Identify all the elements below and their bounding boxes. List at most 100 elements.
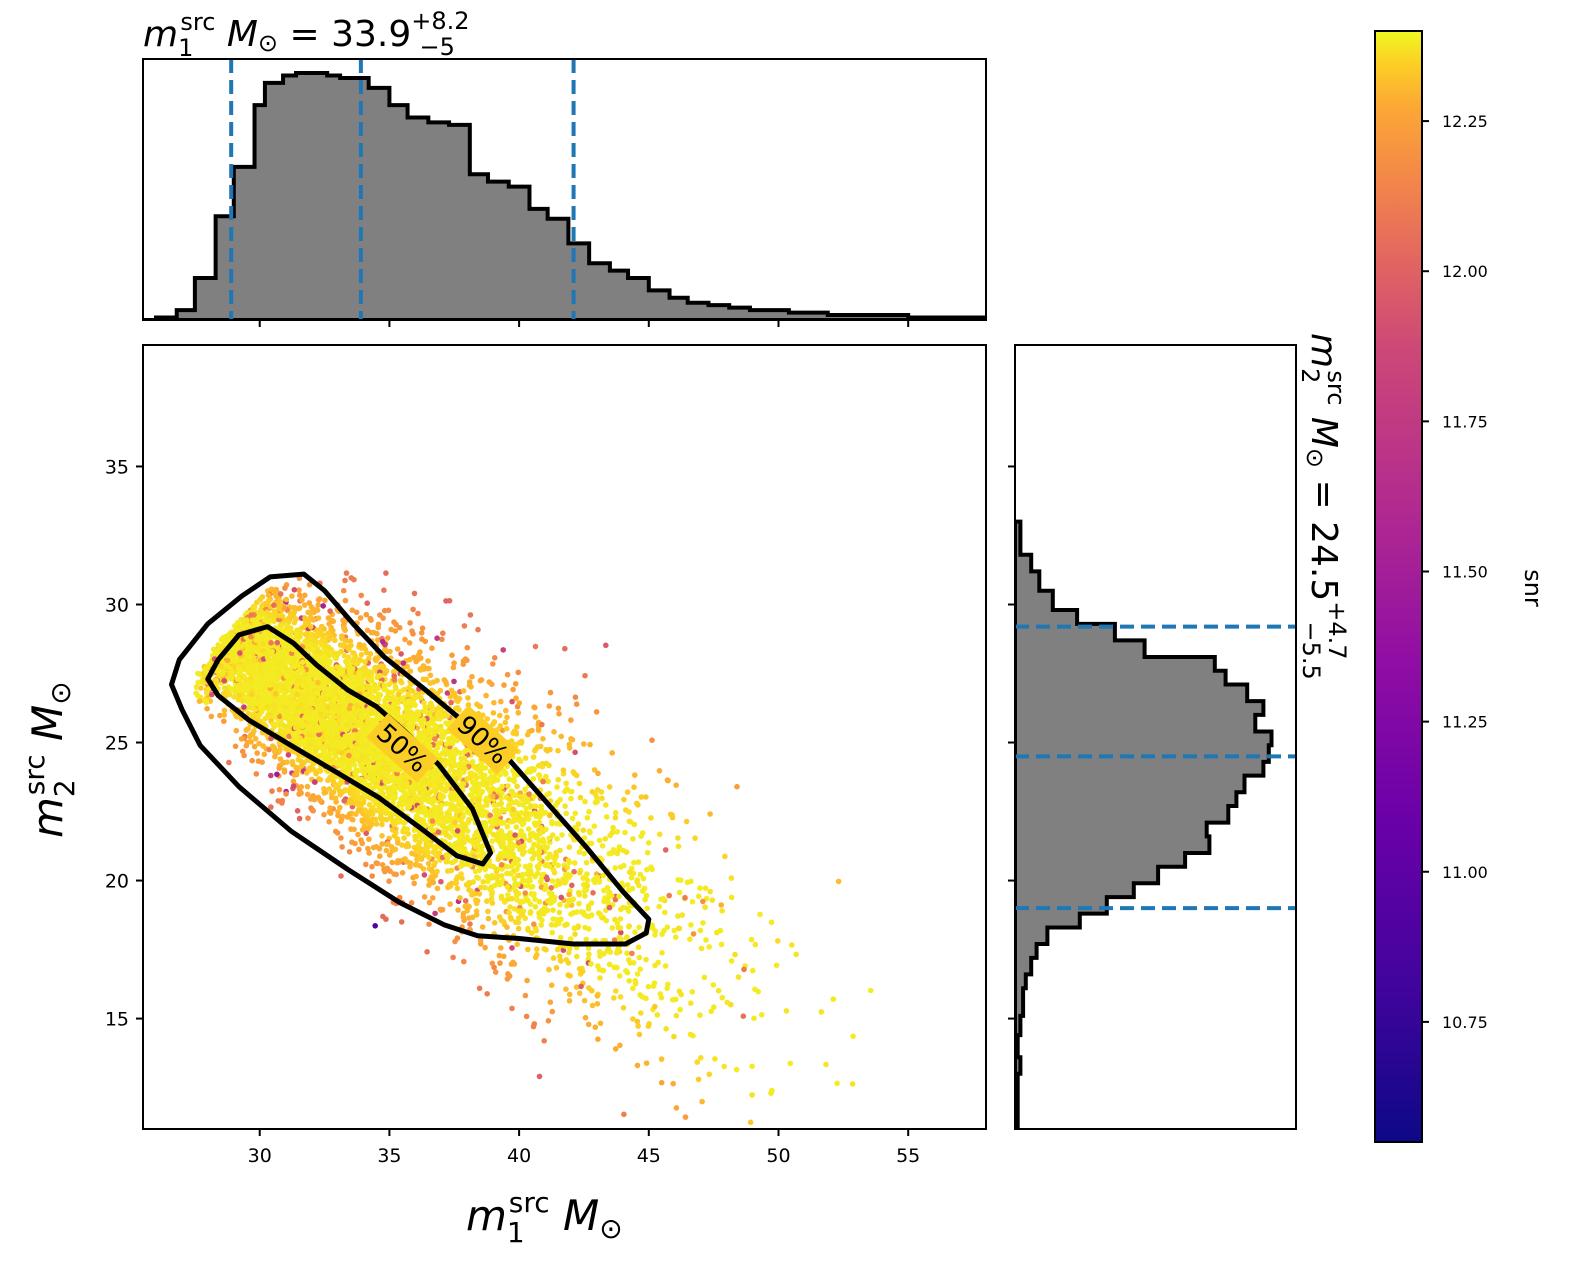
scatter-point: [459, 875, 465, 882]
scatter-point: [283, 791, 289, 797]
scatter-point: [889, 1173, 895, 1179]
scatter-point: [349, 839, 355, 845]
scatter-point: [392, 794, 398, 800]
scatter-point: [447, 901, 453, 907]
scatter-point: [428, 708, 434, 715]
scatter-point: [572, 749, 578, 756]
scatter-point: [509, 945, 515, 951]
scatter-point: [327, 608, 333, 614]
scatter-point: [562, 803, 568, 809]
scatter-point: [358, 837, 364, 843]
scatter-point: [410, 631, 416, 637]
scatter-point: [269, 788, 275, 794]
scatter-point: [673, 1105, 680, 1111]
scatter-point: [656, 903, 662, 910]
scatter-point: [549, 1008, 556, 1015]
scatter-point: [589, 1002, 596, 1009]
scatter-point: [757, 911, 763, 918]
scatter-point: [255, 758, 262, 764]
m1-summary-title: m1src M⊙ = 33.9+8.2 −5: [143, 7, 470, 62]
scatter-point: [503, 725, 510, 732]
scatter-point: [665, 981, 671, 988]
scatter-point: [251, 743, 258, 750]
scatter-point: [569, 882, 575, 889]
scatter-point: [245, 710, 252, 717]
scatter-point: [626, 818, 633, 825]
scatter-point: [658, 1079, 665, 1086]
scatter-point: [525, 826, 532, 832]
scatter-point: [226, 759, 232, 766]
scatter-point: [612, 809, 619, 816]
scatter-point: [530, 776, 537, 782]
scatter-point: [420, 723, 426, 730]
scatter-point: [488, 863, 494, 869]
scatter-point: [546, 790, 552, 797]
scatter-point: [195, 692, 201, 699]
scatter-points: [193, 570, 895, 1179]
scatter-point: [421, 894, 428, 900]
scatter-point: [407, 620, 413, 626]
scatter-point: [554, 946, 561, 953]
scatter-point: [428, 874, 435, 880]
scatter-point: [586, 809, 592, 815]
scatter-point: [631, 821, 638, 828]
scatter-point: [652, 1003, 658, 1010]
scatter-point: [670, 1080, 676, 1087]
scatter-point: [559, 832, 565, 838]
scatter-point: [252, 736, 259, 742]
scatter-point: [366, 655, 372, 662]
scatter-point: [437, 906, 444, 913]
scatter-point: [295, 756, 302, 763]
scatter-point: [487, 768, 494, 775]
scatter-point: [402, 636, 408, 643]
scatter-point: [603, 642, 609, 649]
scatter-point: [515, 669, 522, 676]
scatter-point: [373, 860, 380, 866]
scatter-point: [479, 924, 486, 930]
scatter-point: [616, 973, 623, 979]
scatter-point: [275, 798, 282, 804]
scatter-point: [581, 850, 587, 857]
scatter-point: [464, 828, 471, 834]
scatter-point: [315, 602, 322, 608]
scatter-point: [326, 819, 332, 825]
scatter-point: [505, 971, 511, 977]
scatter-point: [296, 587, 302, 593]
scatter-point: [448, 867, 455, 874]
scatter-point: [634, 971, 641, 977]
scatter-point: [695, 1076, 702, 1083]
scatter-point: [591, 823, 598, 829]
scatter-point: [612, 1046, 619, 1052]
scatter-point: [734, 783, 740, 790]
scatter-point: [568, 717, 574, 723]
scatter-point: [491, 655, 498, 661]
scatter-point: [461, 623, 468, 629]
scatter-point: [315, 794, 322, 801]
scatter-point: [398, 651, 404, 657]
scatter-point: [555, 747, 561, 754]
scatter-point: [616, 934, 622, 941]
scatter-point: [524, 882, 531, 889]
scatter-point: [576, 891, 583, 898]
scatter-point: [527, 831, 534, 837]
scatter-point: [332, 637, 338, 644]
scatter-point: [289, 593, 295, 599]
scatter-point: [491, 699, 497, 706]
scatter-point: [644, 905, 650, 912]
scatter-point: [296, 815, 303, 822]
scatter-point: [758, 1012, 765, 1018]
scatter-point: [715, 987, 722, 994]
scatter-point: [379, 841, 385, 847]
scatter-point: [676, 988, 683, 995]
scatter-point: [501, 919, 507, 925]
scatter-point: [545, 778, 551, 785]
scatter-point: [410, 606, 416, 613]
scatter-point: [266, 746, 272, 753]
scatter-point: [566, 949, 572, 956]
scatter-point: [528, 811, 535, 817]
scatter-point: [460, 914, 467, 920]
scatter-point: [648, 815, 654, 821]
scatter-point: [460, 781, 467, 787]
scatter-point: [583, 936, 590, 943]
